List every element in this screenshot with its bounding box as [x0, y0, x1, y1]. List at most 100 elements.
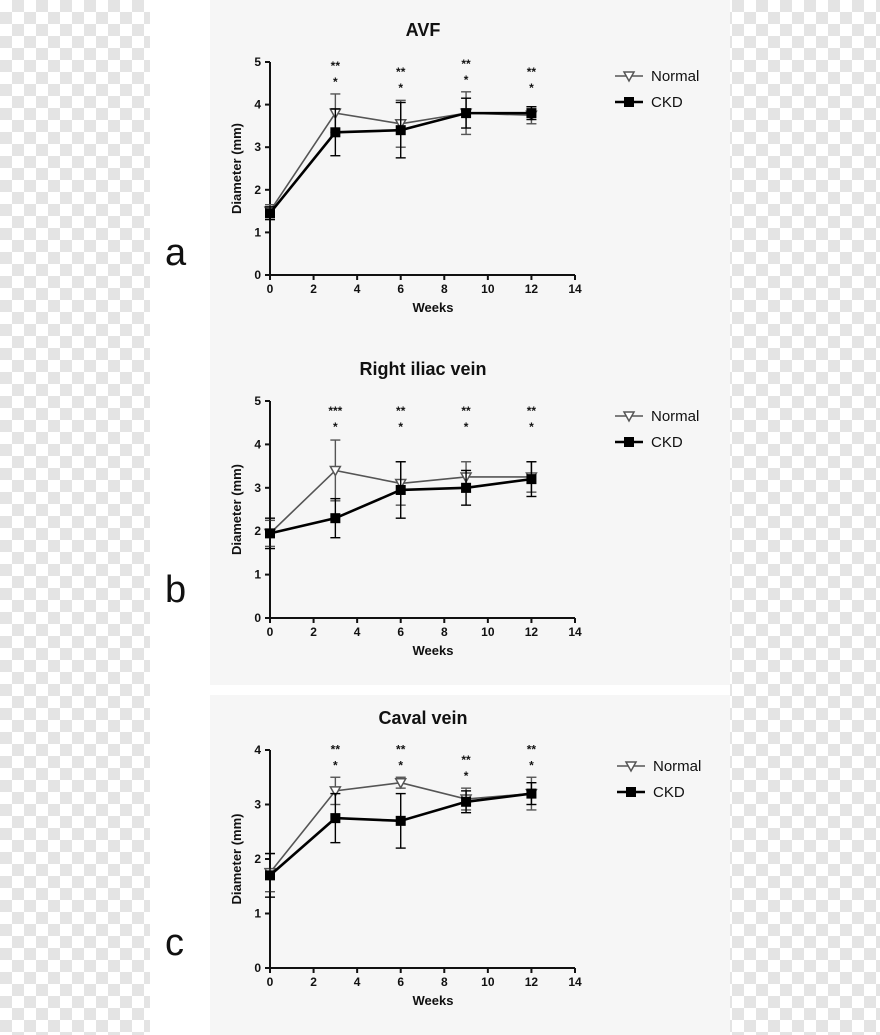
y-tick-label: 0 [254, 268, 261, 282]
legend-label: CKD [651, 94, 683, 111]
legend-marker-triangle [622, 71, 636, 83]
x-tick-label: 10 [481, 282, 495, 296]
significance-bottom: * [464, 769, 469, 783]
y-tick-label: 4 [254, 437, 261, 451]
panel-b-background [210, 345, 730, 685]
data-point-square [330, 513, 341, 524]
chart-title: Right iliac vein [359, 359, 486, 379]
significance-top: ** [396, 404, 406, 418]
y-tick-label: 2 [254, 852, 261, 866]
data-point-square [461, 796, 472, 807]
data-point-triangle [394, 777, 407, 790]
y-tick-label: 3 [254, 798, 261, 812]
legend-marker-square [624, 437, 634, 447]
significance-top: ** [461, 404, 471, 418]
data-point-square [265, 870, 275, 881]
x-tick-label: 0 [267, 282, 274, 296]
panel-c-background [210, 695, 730, 1035]
x-tick-label: 2 [310, 975, 317, 989]
data-point-square [461, 108, 472, 119]
y-axis-label: Diameter (mm) [229, 813, 244, 904]
y-tick-label: 3 [254, 481, 261, 495]
panel-letter: c [165, 922, 184, 964]
y-tick-label: 2 [254, 183, 261, 197]
significance-top: ** [331, 742, 341, 756]
y-tick-label: 5 [254, 55, 261, 69]
x-tick-label: 10 [481, 625, 495, 639]
x-tick-label: 12 [525, 625, 539, 639]
data-point-square [330, 127, 341, 138]
y-tick-label: 0 [254, 611, 261, 625]
x-tick-label: 4 [354, 625, 361, 639]
y-tick-label: 4 [254, 743, 261, 757]
data-point-square [265, 528, 275, 539]
y-tick-label: 1 [254, 907, 261, 921]
y-tick-label: 1 [254, 225, 261, 239]
significance-bottom: * [529, 81, 534, 95]
significance-top: ** [331, 59, 341, 73]
x-tick-label: 14 [568, 975, 582, 989]
legend-marker-square [624, 97, 634, 107]
y-tick-label: 0 [254, 961, 261, 975]
x-tick-label: 12 [525, 282, 539, 296]
x-tick-label: 6 [397, 975, 404, 989]
x-tick-label: 2 [310, 625, 317, 639]
significance-bottom: * [464, 420, 469, 434]
x-tick-label: 8 [441, 625, 448, 639]
x-tick-label: 8 [441, 282, 448, 296]
significance-bottom: * [333, 75, 338, 89]
chart-title: Caval vein [378, 708, 467, 728]
significance-top: ** [461, 753, 471, 767]
x-tick-label: 8 [441, 975, 448, 989]
significance-top: ** [396, 65, 406, 79]
y-tick-label: 3 [254, 140, 261, 154]
chart-title: AVF [406, 20, 441, 40]
data-point-square [395, 125, 406, 136]
y-axis-label: Diameter (mm) [229, 464, 244, 555]
data-point-square [330, 813, 341, 824]
legend-marker-square [626, 787, 636, 797]
legend-label: Normal [651, 68, 699, 85]
legend-label: Normal [653, 758, 701, 775]
panel-letter: a [165, 232, 187, 274]
significance-bottom: * [529, 758, 534, 772]
significance-top: *** [328, 404, 342, 418]
x-axis-label: Weeks [413, 643, 454, 658]
y-axis-label: Diameter (mm) [229, 123, 244, 214]
x-tick-label: 12 [525, 975, 539, 989]
x-tick-label: 6 [397, 282, 404, 296]
significance-top: ** [396, 742, 406, 756]
y-tick-label: 2 [254, 524, 261, 538]
x-tick-label: 14 [568, 625, 582, 639]
data-point-square [265, 208, 275, 219]
x-tick-label: 6 [397, 625, 404, 639]
data-point-square [526, 788, 537, 799]
legend-label: CKD [653, 784, 685, 801]
significance-top: ** [527, 404, 537, 418]
panel-letter: b [165, 569, 186, 611]
y-tick-label: 1 [254, 568, 261, 582]
legend-marker-triangle [622, 411, 636, 423]
data-point-square [526, 474, 537, 485]
significance-bottom: * [529, 420, 534, 434]
data-point-triangle [329, 786, 342, 798]
significance-top: ** [527, 65, 537, 79]
y-tick-label: 5 [254, 394, 261, 408]
x-tick-label: 4 [354, 282, 361, 296]
x-axis-label: Weeks [413, 993, 454, 1008]
y-tick-label: 4 [254, 98, 261, 112]
legend-label: CKD [651, 434, 683, 451]
x-tick-label: 10 [481, 975, 495, 989]
data-point-square [395, 815, 406, 826]
significance-bottom: * [398, 81, 403, 95]
significance-bottom: * [464, 73, 469, 87]
data-point-square [395, 484, 406, 495]
x-tick-label: 2 [310, 282, 317, 296]
x-axis-label: Weeks [413, 300, 454, 315]
x-tick-label: 0 [267, 625, 274, 639]
significance-bottom: * [398, 420, 403, 434]
